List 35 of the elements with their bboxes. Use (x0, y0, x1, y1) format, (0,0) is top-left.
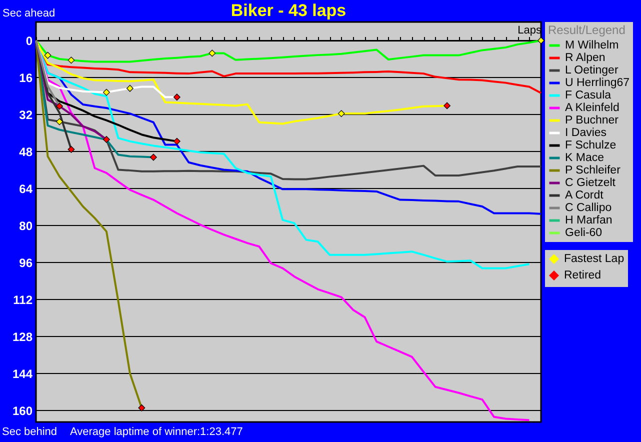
legend-label: C Callipo (565, 202, 612, 214)
x-axis-title: Laps (518, 24, 542, 36)
y-tick-label: 80 (19, 218, 33, 233)
y-tick-label: 112 (13, 292, 33, 307)
legend-label: H Marfan (565, 214, 612, 226)
legend-label: P Buchner (565, 114, 619, 126)
legend-title: Result/Legend (548, 23, 626, 37)
legend-label: M Wilhelm (565, 40, 619, 52)
legend-label: Geli-60 (565, 227, 602, 239)
y-tick-label: 96 (19, 256, 33, 270)
legend-label: K Mace (565, 152, 604, 164)
legend-label: Retired (564, 270, 602, 282)
text: Average laptime of winner:1:23.477 (70, 426, 243, 438)
legend-label: A Kleinfeld (565, 102, 620, 114)
y-tick-label: 128 (12, 330, 33, 344)
legend-label: L Oetinger (565, 64, 618, 76)
legend-label: U Herrling67 (565, 77, 630, 89)
legend-label: I Davies (565, 127, 607, 139)
y-tick-label: 32 (19, 108, 33, 122)
legend-label: R Alpen (565, 52, 606, 64)
legend-label: C Gietzelt (565, 177, 616, 189)
y-tick-label: 16 (19, 70, 33, 85)
chart-title: Biker - 43 laps (230, 1, 346, 20)
legend-label: P Schleifer (565, 164, 621, 176)
y-tick-label: 0 (26, 34, 33, 48)
y-tick-label: 144 (12, 366, 33, 381)
legend-label: Fastest Lap (564, 253, 624, 265)
y-axis-title: Sec ahead (2, 8, 56, 20)
y-tick-label: 64 (19, 182, 33, 196)
y-tick-label: 160 (12, 404, 33, 418)
legend-label: F Schulze (565, 140, 616, 152)
legend-label: F Casula (565, 90, 612, 102)
legend-label: A Cordt (565, 190, 604, 202)
text: Sec behind (2, 426, 58, 438)
y-tick-label: 48 (19, 144, 33, 159)
